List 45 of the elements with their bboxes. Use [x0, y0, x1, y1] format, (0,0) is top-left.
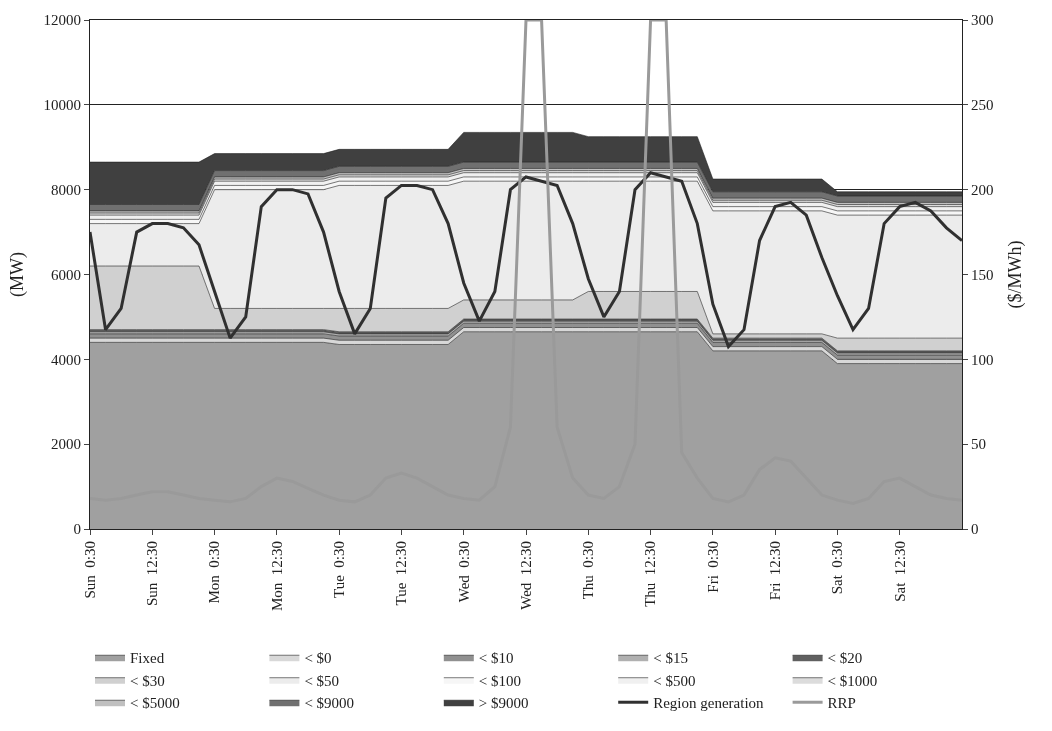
x-tick-label: Tue 12:30 [393, 541, 410, 606]
x-tick-label: Mon 0:30 [206, 541, 223, 604]
y2-tick-label: 300 [971, 12, 994, 29]
x-tick-label: Tue 0:30 [331, 541, 348, 598]
legend-label: < $500 [653, 672, 696, 689]
y2-tick-label: 50 [971, 436, 986, 453]
legend-label: < $50 [304, 672, 340, 689]
y2-tick-label: 250 [971, 97, 994, 114]
y-tick-label: 6000 [51, 266, 81, 283]
x-tick-label: Sat 0:30 [829, 541, 846, 595]
x-tick-label: Sat 12:30 [891, 541, 908, 602]
x-tick-label: Fri 0:30 [704, 541, 721, 593]
x-tick-label: Sun 12:30 [144, 541, 161, 607]
legend-label: < $100 [478, 672, 522, 689]
x-tick-label: Fri 12:30 [767, 541, 784, 601]
y2-tick-label: 100 [971, 351, 994, 368]
legend-label: < $15 [653, 650, 688, 667]
y2-axis-title: ($/MWh) [1004, 240, 1026, 309]
legend-label: > $9000 [478, 695, 529, 712]
y-tick-label: 2000 [51, 436, 81, 453]
legend-label: < $1000 [827, 672, 878, 689]
x-tick-label: Mon 12:30 [268, 541, 285, 612]
y2-tick-label: 150 [971, 266, 994, 283]
legend-label: RRP [827, 695, 856, 712]
legend-label: < $9000 [304, 695, 355, 712]
y-tick-label: 0 [73, 521, 81, 538]
x-tick-label: Wed 0:30 [455, 541, 472, 603]
y-tick-label: 12000 [43, 12, 81, 29]
legend-label: < $20 [827, 650, 863, 667]
legend-label: < $10 [478, 650, 514, 667]
y-axis-title: (MW) [6, 252, 28, 297]
y2-tick-label: 200 [971, 181, 994, 198]
legend-label: < $30 [130, 672, 165, 689]
x-tick-label: Thu 12:30 [642, 541, 659, 607]
legend-label: < $0 [304, 650, 332, 667]
x-tick-label: Sun 0:30 [81, 541, 98, 599]
legend-label: Region generation [653, 695, 765, 712]
x-tick-label: Wed 12:30 [517, 541, 534, 610]
y2-tick-label: 0 [971, 521, 979, 538]
y-tick-label: 8000 [51, 181, 81, 198]
legend-label: < $5000 [130, 695, 180, 712]
y-tick-label: 4000 [51, 351, 81, 368]
legend-label: Fixed [130, 650, 165, 667]
x-tick-label: Thu 0:30 [580, 541, 597, 600]
y-tick-label: 10000 [43, 97, 81, 114]
